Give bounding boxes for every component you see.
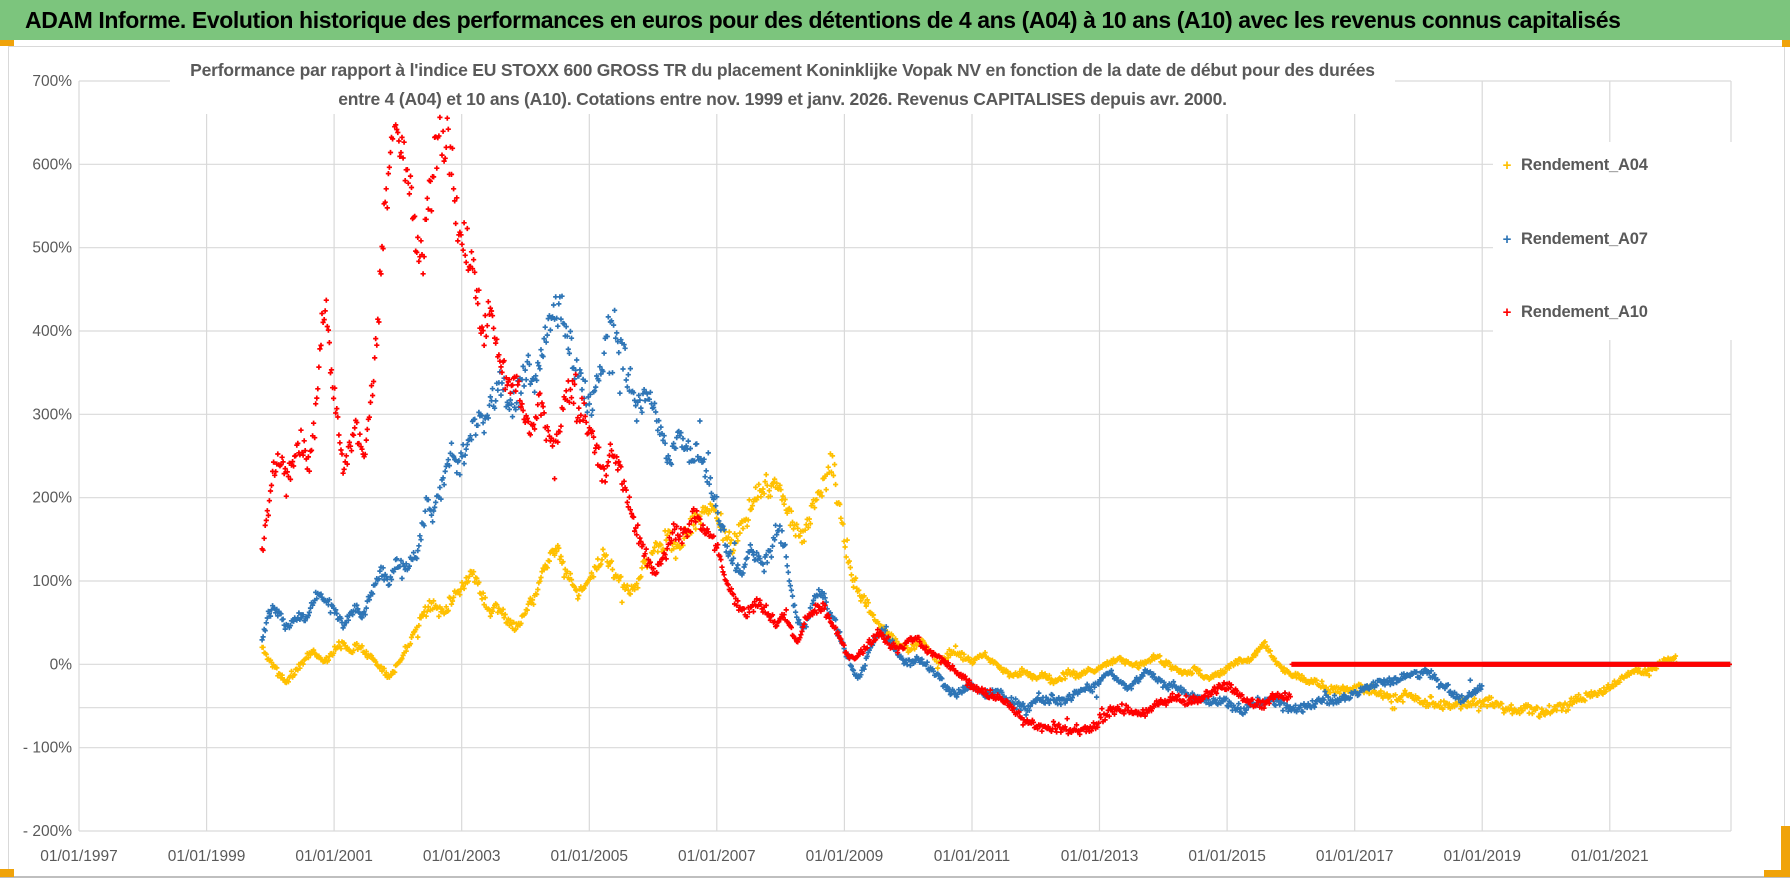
y-axis-tick-label: 0%	[50, 656, 73, 673]
window-bottom-divider	[0, 876, 1790, 878]
x-axis-tick-label: 01/01/2019	[1443, 848, 1521, 865]
x-axis-tick-label: 01/01/2007	[678, 848, 756, 865]
gridlines	[78, 80, 1732, 832]
x-axis-tick-label: 01/01/2005	[550, 848, 628, 865]
x-axis-tick-label: 01/01/2017	[1316, 848, 1394, 865]
series-rendement_a07	[259, 293, 1732, 718]
y-axis-tick-label: 600%	[32, 156, 72, 173]
corner-accent-bottom-left	[0, 869, 14, 877]
y-axis-tick-label: 500%	[32, 240, 72, 257]
chart-title-line2: entre 4 (A04) et 10 ans (A10). Cotations…	[338, 89, 1227, 109]
x-axis-tick-label: 01/01/2003	[423, 848, 501, 865]
legend-label: Rendement_A07	[1521, 229, 1648, 248]
corner-accent-top-right	[1782, 40, 1790, 47]
x-axis-tick-label: 01/01/1999	[168, 848, 246, 865]
header-title: ADAM Informe. Evolution historique des p…	[25, 6, 1621, 33]
x-axis-tick-label: 01/01/2011	[934, 848, 1010, 865]
corner-accent-bottom-right	[1764, 870, 1790, 877]
legend-item-rendement-a07[interactable]: + Rendement_A07	[1493, 230, 1783, 249]
y-axis-labels: 700% 600% 500% 400% 300% 200% 100% 0% - 100% - 20…	[23, 73, 72, 840]
chart-frame	[8, 46, 1785, 878]
legend-label: Rendement_A10	[1521, 303, 1648, 321]
plus-marker-icon: +	[1502, 304, 1512, 321]
x-axis-tick-label: 01/01/2001	[295, 848, 373, 865]
plus-marker-icon: +	[1502, 230, 1512, 248]
data-series	[259, 104, 1732, 737]
legend-label: Rendement_A04	[1521, 156, 1648, 174]
y-axis-tick-label: 400%	[32, 323, 72, 340]
y-axis-tick-label: 300%	[32, 406, 72, 423]
y-axis-tick-label: - 200%	[23, 823, 72, 840]
legend-item-rendement-a10[interactable]: + Rendement_A10	[1493, 303, 1783, 322]
chart-title: Performance par rapport à l'indice EU ST…	[170, 56, 1395, 114]
header-banner: ADAM Informe. Evolution historique des p…	[0, 0, 1790, 40]
x-axis-labels: 01/01/1997 01/01/1999 01/01/2001 01/01/2003…	[40, 848, 1648, 865]
x-axis-tick-label: 01/01/2009	[806, 848, 884, 865]
series-rendement_a04	[259, 451, 1732, 720]
y-axis-tick-label: 700%	[32, 73, 72, 90]
y-axis-tick-label: 100%	[32, 573, 72, 590]
x-axis-tick-label: 01/01/2013	[1061, 848, 1139, 865]
corner-accent-right-bar	[1781, 826, 1790, 876]
x-axis-tick-label: 01/01/2021	[1571, 848, 1649, 865]
series-rendement_a10	[259, 104, 1732, 737]
x-axis-tick-label: 01/01/1997	[40, 848, 118, 865]
y-axis-tick-label: 200%	[32, 490, 72, 507]
y-axis-tick-label: - 100%	[23, 740, 72, 757]
chart-legend: + Rendement_A04 + Rendement_A07 + Rendem…	[1493, 142, 1783, 340]
corner-accent-top-left	[0, 40, 14, 46]
legend-item-rendement-a04[interactable]: + Rendement_A04	[1493, 156, 1783, 175]
chart-title-line1: Performance par rapport à l'indice EU ST…	[190, 60, 1375, 80]
plus-marker-icon: +	[1502, 157, 1512, 174]
x-axis-tick-label: 01/01/2015	[1188, 848, 1266, 865]
